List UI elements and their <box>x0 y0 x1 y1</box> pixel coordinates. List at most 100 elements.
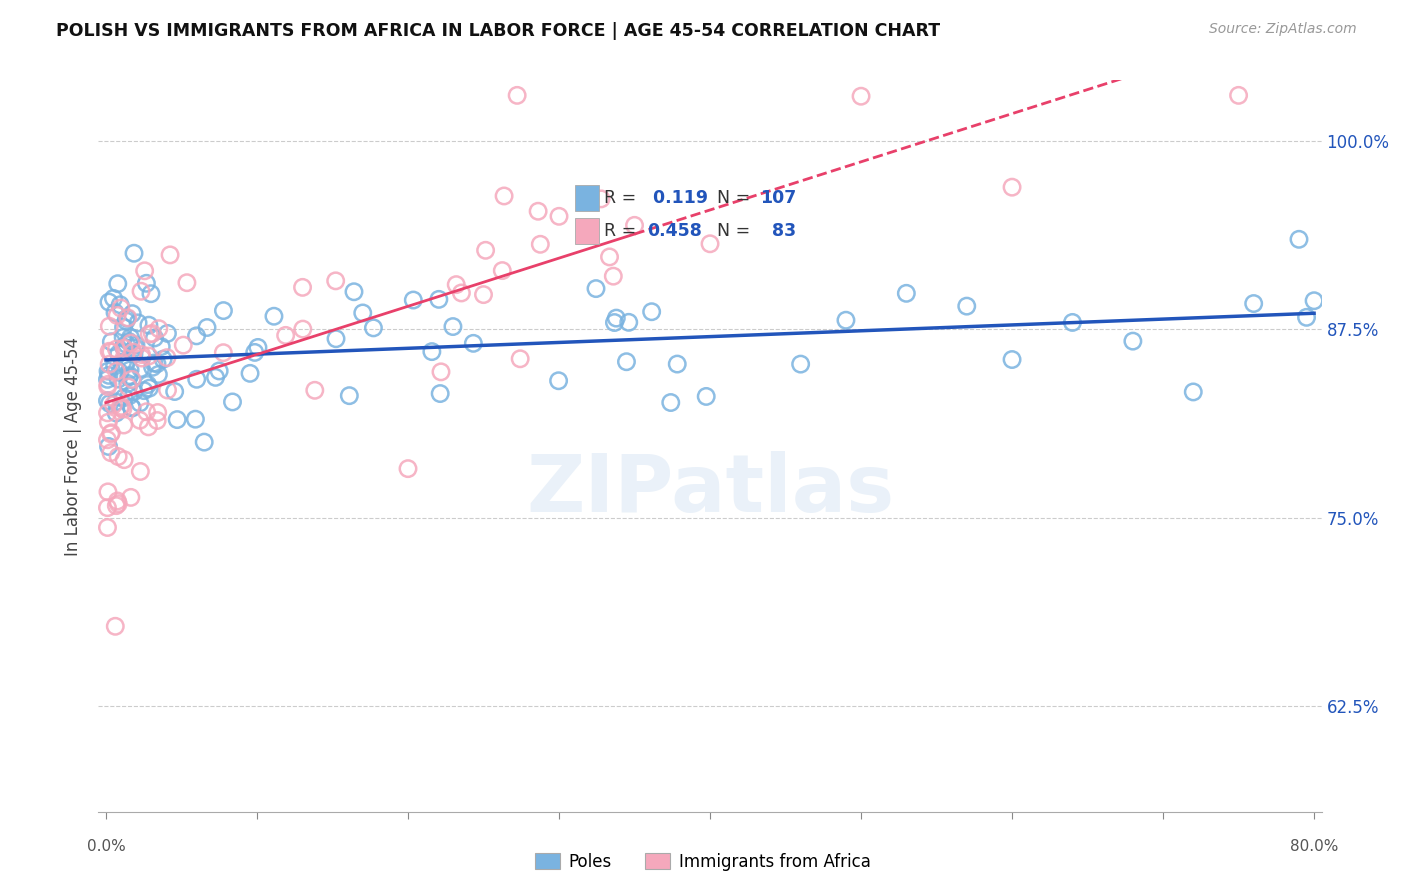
Point <box>112 320 135 334</box>
Point <box>135 405 157 419</box>
Point <box>474 244 496 258</box>
Point <box>122 345 145 359</box>
Point <box>148 368 170 382</box>
Point <box>103 291 125 305</box>
Point <box>122 246 145 260</box>
Point <box>1122 334 1144 348</box>
Point <box>304 384 326 398</box>
Point <box>96 393 118 408</box>
Point <box>150 340 173 354</box>
Point <box>325 274 347 288</box>
Point <box>108 366 131 380</box>
Point <box>396 461 419 475</box>
Point <box>124 341 146 355</box>
Point <box>111 402 134 417</box>
Point <box>112 417 135 432</box>
Point <box>274 328 297 343</box>
Point <box>142 356 165 370</box>
Point <box>136 377 159 392</box>
Point <box>121 307 143 321</box>
Point <box>896 286 918 301</box>
Point <box>105 309 128 323</box>
Point <box>122 384 145 399</box>
Point <box>509 351 531 366</box>
Point <box>100 426 122 441</box>
Point <box>108 401 131 415</box>
Point <box>1243 296 1265 310</box>
Point <box>1001 352 1024 367</box>
Point <box>143 331 166 345</box>
Point <box>118 368 141 383</box>
Point <box>104 395 127 409</box>
Text: 0.0%: 0.0% <box>87 838 125 854</box>
Point <box>96 520 118 534</box>
Point <box>138 327 160 342</box>
Point <box>129 285 152 299</box>
Point <box>97 364 120 378</box>
Point <box>246 340 269 354</box>
Point <box>166 412 188 426</box>
Point <box>105 364 128 378</box>
Point <box>548 210 571 224</box>
Point <box>193 435 215 450</box>
Point <box>104 359 127 373</box>
Point <box>506 88 529 103</box>
Legend: Poles, Immigrants from Africa: Poles, Immigrants from Africa <box>527 845 879 880</box>
Point <box>1062 315 1084 329</box>
Point <box>100 334 122 349</box>
Point <box>659 395 682 409</box>
Point <box>115 356 138 370</box>
Point <box>111 356 134 370</box>
Point <box>120 330 142 344</box>
Point <box>121 372 143 386</box>
Point <box>640 304 662 318</box>
Point <box>96 406 118 420</box>
Point <box>107 277 129 291</box>
Point <box>429 386 451 401</box>
Point <box>547 374 569 388</box>
Point <box>463 336 485 351</box>
Point <box>112 340 135 354</box>
Point <box>105 499 128 513</box>
Point <box>129 465 152 479</box>
Point <box>444 277 467 292</box>
Point <box>138 349 160 363</box>
Point <box>107 450 129 464</box>
Point <box>131 347 153 361</box>
Point <box>118 370 141 384</box>
Point <box>156 326 179 341</box>
Point <box>127 316 149 330</box>
Point <box>103 398 125 412</box>
Point <box>849 89 872 103</box>
Point <box>402 293 425 307</box>
Point <box>97 377 120 392</box>
Point <box>104 305 127 319</box>
Point <box>221 395 243 409</box>
Point <box>98 344 121 359</box>
Point <box>617 315 640 329</box>
Point <box>239 367 262 381</box>
Point <box>195 320 218 334</box>
Point <box>527 204 550 219</box>
Text: ZIPatlas: ZIPatlas <box>526 450 894 529</box>
Point <box>585 282 607 296</box>
Point <box>135 277 157 291</box>
Point <box>491 263 513 277</box>
Point <box>107 346 129 360</box>
Point <box>263 310 285 324</box>
Point <box>291 280 314 294</box>
Point <box>352 306 374 320</box>
Point <box>141 326 163 341</box>
Point <box>98 295 121 310</box>
Point <box>115 337 138 351</box>
Point <box>97 484 120 499</box>
Point <box>172 338 194 352</box>
Point <box>441 319 464 334</box>
Point <box>494 189 516 203</box>
Point <box>120 400 142 414</box>
Point <box>121 401 143 415</box>
Point <box>97 368 120 383</box>
Point <box>131 351 153 365</box>
Point <box>146 357 169 371</box>
Point <box>120 491 142 505</box>
